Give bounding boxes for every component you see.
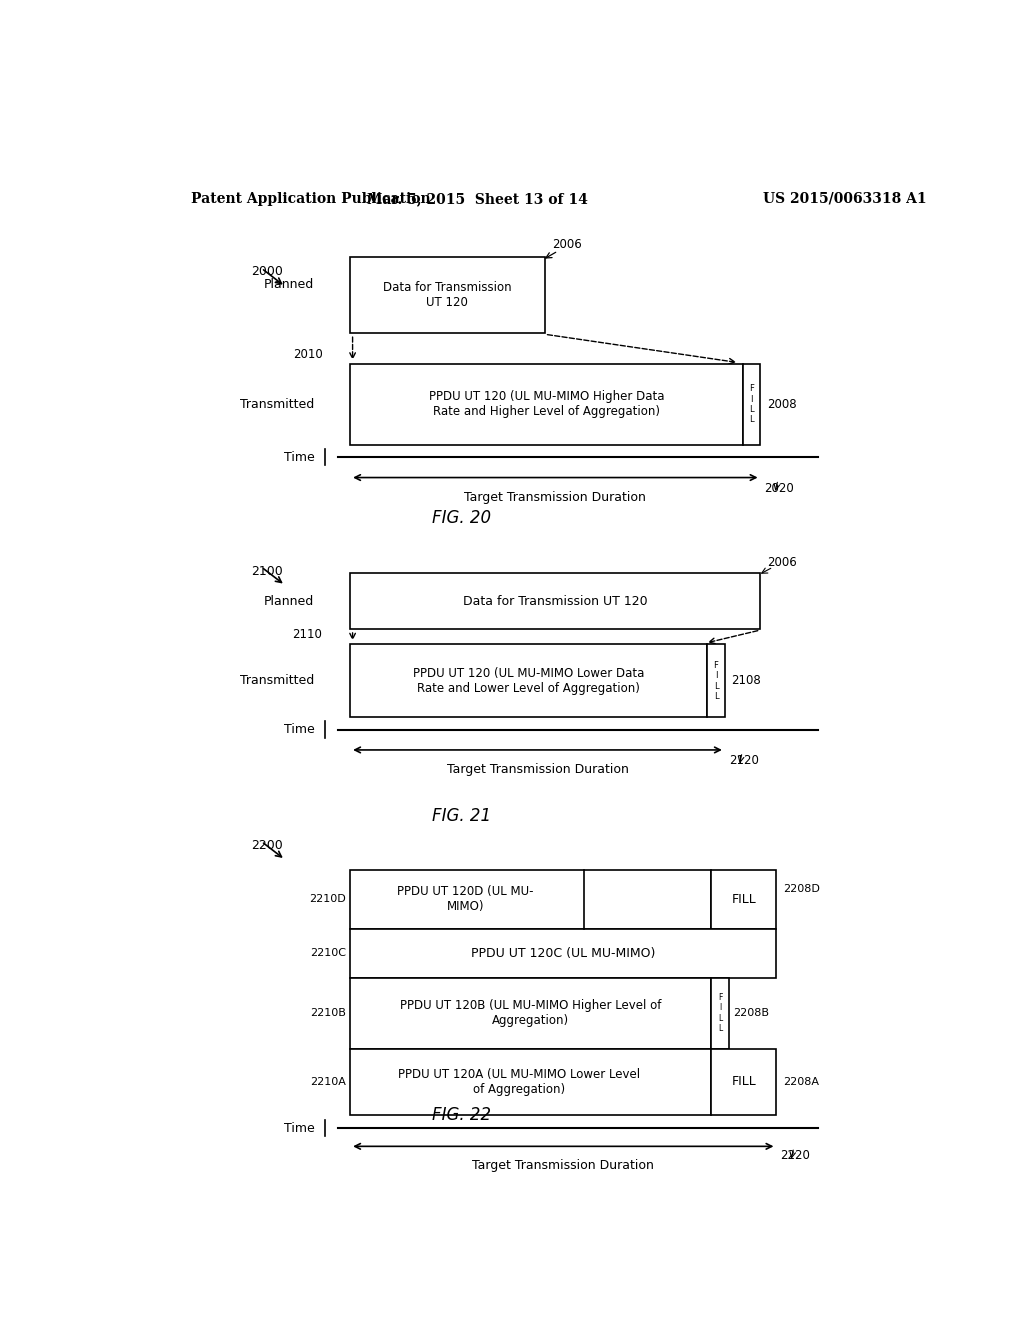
FancyBboxPatch shape — [712, 978, 729, 1049]
Text: PPDU UT 120A (UL MU-MIMO Lower Level
of Aggregation): PPDU UT 120A (UL MU-MIMO Lower Level of … — [397, 1068, 640, 1096]
FancyBboxPatch shape — [708, 644, 725, 718]
Text: 2108: 2108 — [731, 675, 761, 688]
Text: PPDU UT 120B (UL MU-MIMO Higher Level of
Aggregation): PPDU UT 120B (UL MU-MIMO Higher Level of… — [400, 999, 662, 1027]
FancyBboxPatch shape — [350, 573, 761, 630]
Text: Transmitted: Transmitted — [241, 397, 314, 411]
Text: 2000: 2000 — [251, 265, 283, 279]
Text: Data for Transmission UT 120: Data for Transmission UT 120 — [463, 594, 647, 607]
FancyBboxPatch shape — [350, 870, 712, 929]
Text: 2020: 2020 — [765, 482, 795, 495]
FancyBboxPatch shape — [350, 644, 708, 718]
Text: FIG. 22: FIG. 22 — [432, 1106, 490, 1123]
Text: Time: Time — [284, 723, 314, 737]
FancyBboxPatch shape — [350, 978, 712, 1049]
Text: Data for Transmission
UT 120: Data for Transmission UT 120 — [383, 281, 512, 309]
Text: 2006: 2006 — [553, 238, 583, 251]
Text: PPDU UT 120C (UL MU-MIMO): PPDU UT 120C (UL MU-MIMO) — [471, 946, 655, 960]
Text: Target Transmission Duration: Target Transmission Duration — [472, 1159, 654, 1172]
FancyBboxPatch shape — [743, 364, 761, 445]
Text: 2220: 2220 — [780, 1150, 810, 1163]
Text: 2120: 2120 — [729, 754, 759, 767]
Text: FIG. 20: FIG. 20 — [432, 510, 490, 527]
Text: 2210C: 2210C — [310, 948, 346, 958]
FancyBboxPatch shape — [712, 1049, 776, 1115]
FancyBboxPatch shape — [350, 1049, 712, 1115]
Text: 2210D: 2210D — [309, 895, 346, 904]
Text: 2208B: 2208B — [733, 1008, 769, 1018]
Text: US 2015/0063318 A1: US 2015/0063318 A1 — [763, 191, 927, 206]
Text: FIG. 21: FIG. 21 — [432, 807, 490, 825]
Text: Mar. 5, 2015  Sheet 13 of 14: Mar. 5, 2015 Sheet 13 of 14 — [367, 191, 588, 206]
Text: PPDU UT 120 (UL MU-MIMO Lower Data
Rate and Lower Level of Aggregation): PPDU UT 120 (UL MU-MIMO Lower Data Rate … — [413, 667, 644, 694]
Text: 2210B: 2210B — [310, 1008, 346, 1018]
Text: F
I
L
L: F I L L — [718, 993, 722, 1034]
Text: Planned: Planned — [264, 594, 314, 607]
Text: 2010: 2010 — [293, 347, 323, 360]
Text: Target Transmission Duration: Target Transmission Duration — [465, 491, 646, 504]
Text: PPDU UT 120D (UL MU-
MIMO): PPDU UT 120D (UL MU- MIMO) — [397, 886, 534, 913]
Text: Time: Time — [284, 450, 314, 463]
FancyBboxPatch shape — [350, 929, 776, 978]
Text: FILL: FILL — [731, 1076, 756, 1088]
Text: Transmitted: Transmitted — [241, 675, 314, 688]
Text: 2100: 2100 — [251, 565, 283, 578]
Text: Patent Application Publication: Patent Application Publication — [191, 191, 431, 206]
Text: FILL: FILL — [731, 892, 756, 906]
Text: 2008: 2008 — [767, 397, 797, 411]
Text: 2208A: 2208A — [782, 1077, 819, 1086]
Text: 2006: 2006 — [767, 556, 797, 569]
Text: Target Transmission Duration: Target Transmission Duration — [446, 763, 629, 776]
Text: 2210A: 2210A — [310, 1077, 346, 1086]
Text: F
I
L
L: F I L L — [714, 661, 719, 701]
Text: F
I
L
L: F I L L — [750, 384, 755, 425]
FancyBboxPatch shape — [350, 257, 545, 333]
Text: 2208D: 2208D — [782, 884, 819, 894]
Text: Planned: Planned — [264, 279, 314, 292]
FancyBboxPatch shape — [350, 364, 743, 445]
Text: 2110: 2110 — [293, 628, 323, 642]
Text: Time: Time — [284, 1122, 314, 1135]
Text: 2200: 2200 — [251, 840, 283, 853]
FancyBboxPatch shape — [712, 870, 776, 929]
Text: PPDU UT 120 (UL MU-MIMO Higher Data
Rate and Higher Level of Aggregation): PPDU UT 120 (UL MU-MIMO Higher Data Rate… — [429, 391, 665, 418]
